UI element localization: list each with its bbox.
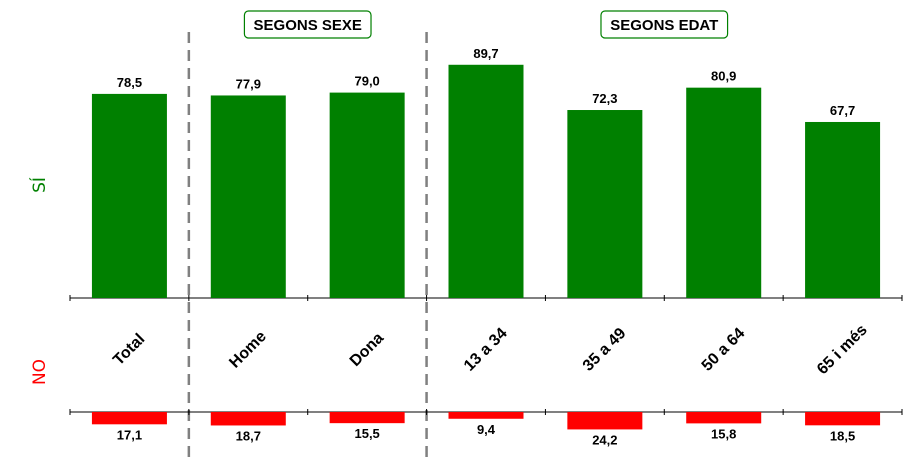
no-value-label: 18,7 — [236, 428, 261, 443]
si-bar — [448, 64, 524, 298]
si-bar — [91, 93, 167, 299]
si-value-label: 72,3 — [592, 91, 617, 106]
category-label: 13 a 34 — [461, 325, 511, 375]
no-bar — [448, 412, 524, 419]
si-value-label: 89,7 — [473, 46, 498, 61]
group-labels: SEGONS SEXE SEGONS EDAT — [243, 10, 729, 39]
no-value-label: 18,5 — [830, 428, 855, 443]
no-value-label: 15,8 — [711, 426, 736, 441]
no-value-label: 9,4 — [477, 422, 496, 437]
si-bar — [567, 110, 643, 299]
no-bar — [329, 412, 405, 424]
group-header-label: SEGONS EDAT — [610, 17, 718, 34]
category-labels: Total Home Dona 13 a 34 35 a 49 50 a 64 65 i m… — [110, 321, 871, 378]
no-bar — [805, 412, 881, 426]
si-series-label: SÍ — [28, 177, 50, 193]
no-bar — [567, 412, 643, 430]
si-bar — [329, 92, 405, 298]
si-value-label: 80,9 — [711, 69, 736, 84]
category-label: 35 a 49 — [580, 325, 630, 375]
si-bars: 78,5 77,9 79,0 89,7 72,3 80,9 67,7 — [91, 46, 881, 299]
si-bar — [805, 121, 881, 298]
no-value-label: 17,1 — [117, 427, 142, 442]
no-series-label: NO — [30, 359, 50, 385]
si-value-label: 67,7 — [830, 103, 855, 118]
category-label: 65 i més — [814, 321, 871, 378]
no-value-label: 24,2 — [592, 432, 617, 447]
si-value-label: 79,0 — [354, 74, 379, 89]
no-bar — [210, 412, 286, 426]
si-bar — [686, 87, 762, 298]
group-header-box — [600, 10, 729, 39]
si-bar — [210, 95, 286, 299]
category-label: Home — [226, 328, 270, 372]
group-header-label: SEGONS SEXE — [254, 17, 362, 34]
category-label: Dona — [347, 330, 387, 370]
no-bars: 17,1 18,7 15,5 9,4 24,2 15,8 18,5 — [91, 412, 881, 447]
category-label: Total — [110, 331, 148, 369]
no-bar — [91, 412, 167, 425]
si-value-label: 78,5 — [117, 75, 142, 90]
category-label: 50 a 64 — [699, 325, 749, 375]
no-bar — [686, 412, 762, 424]
group-header-box — [243, 10, 372, 39]
no-value-label: 15,5 — [354, 426, 379, 441]
si-value-label: 77,9 — [236, 76, 261, 91]
